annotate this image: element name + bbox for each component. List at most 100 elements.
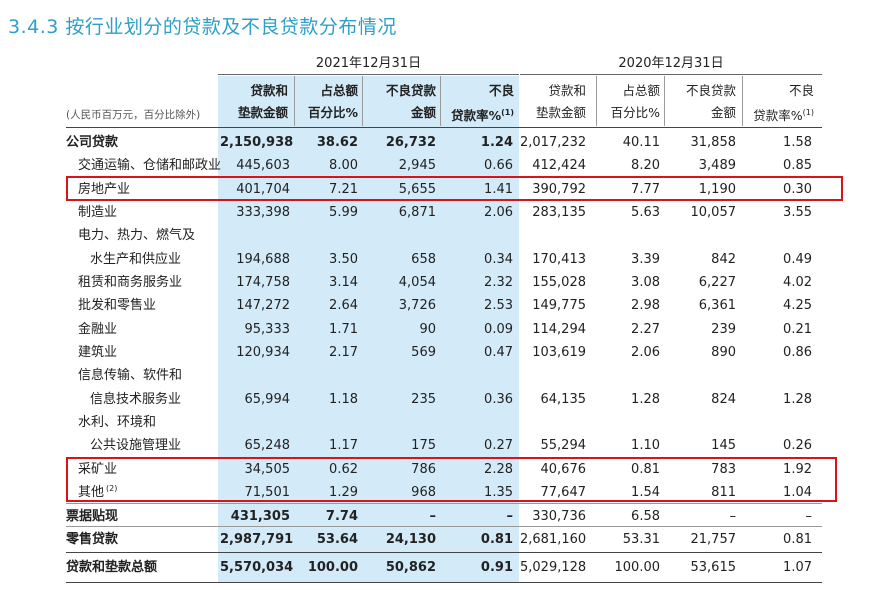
cell-value: 0.26: [783, 438, 812, 453]
row-label: 票据贴现: [66, 508, 119, 524]
header-loan-amount-2021: 贷款和 垫款金额: [237, 83, 288, 120]
cell-value: 21,757: [690, 531, 737, 547]
row-label: 信息传输、软件和: [78, 368, 183, 383]
total-rule: [66, 552, 822, 553]
cell-value: 149,775: [532, 298, 586, 313]
cell-value: 77,647: [540, 485, 587, 500]
header-divider: [742, 76, 743, 126]
cell-value: 34,505: [244, 461, 291, 477]
cell-value: 53,615: [690, 560, 737, 575]
cell-value: 0.47: [484, 345, 513, 360]
cell-value: 824: [711, 391, 736, 407]
header-npl-ratio-2021: 不良 贷款率%(1): [451, 83, 514, 124]
cell-value: 65,994: [244, 391, 291, 407]
cell-value: 786: [411, 461, 436, 477]
cell-value: 0.91: [480, 560, 513, 575]
cell-value: 155,028: [532, 275, 586, 290]
cell-value: 2,017,232: [520, 135, 587, 150]
cell-value: 842: [711, 251, 736, 267]
cell-value: 5,655: [398, 181, 436, 197]
cell-value: –: [729, 508, 737, 524]
year-current: 2021年12月31日: [315, 56, 422, 71]
row-label: 零售贷款: [66, 531, 119, 547]
cell-value: 3.14: [329, 275, 358, 290]
table-row: 贷款和垫款总额 5,570,034 100.00 50,862 0.91 5,029,12…: [0, 556, 880, 579]
table-row: 信息技术服务业 65,994 1.18 235 0.36 64,135 1.28 824 1.2…: [0, 388, 880, 411]
year-current-rule: [218, 74, 519, 75]
cell-value: 0.34: [484, 251, 513, 267]
highlight-column-band: [218, 76, 519, 583]
cell-value: 1.07: [783, 560, 812, 575]
cell-value: 1.28: [631, 391, 660, 407]
cell-value: 1.35: [484, 485, 513, 500]
cell-value: 6.58: [631, 508, 660, 524]
cell-value: 0.62: [329, 461, 358, 477]
cell-value: 64,135: [540, 391, 587, 407]
header-divider: [664, 76, 665, 126]
table-row: 零售贷款 2,987,791 53.64 24,130 0.81 2,681,160 53.…: [0, 528, 880, 551]
cell-value: 412,424: [532, 158, 586, 173]
row-label: 电力、热力、燃气及: [78, 228, 196, 243]
header-divider: [596, 76, 597, 126]
row-label: 公司贷款: [66, 135, 119, 150]
row-label-footnote: (2): [106, 484, 118, 493]
highlight-box-mining-other: [66, 457, 837, 502]
cell-value: 283,135: [532, 205, 586, 220]
cell-value: 6,227: [698, 275, 736, 290]
header-share-2021: 占总额 百分比%: [307, 83, 358, 120]
cell-value: 2.06: [484, 205, 513, 220]
cell-value: 31,858: [690, 135, 737, 150]
cell-value: 2.28: [484, 461, 513, 477]
cell-value: 3,726: [398, 298, 436, 313]
row-label: 批发和零售业: [78, 298, 157, 313]
cell-value: 53.64: [316, 531, 358, 547]
row-label: 公共设施管理业: [90, 438, 182, 453]
cell-value: 1.04: [783, 485, 812, 500]
cell-value: 3,489: [698, 158, 736, 173]
table-row: 公司贷款 2,150,938 38.62 26,732 1.24 2,017,232 40.…: [0, 131, 880, 154]
cell-value: 0.30: [783, 181, 812, 197]
cell-value: 2,945: [398, 158, 436, 173]
cell-value: 1,190: [698, 181, 736, 197]
table-row: 租赁和商务服务业 174,758 3.14 4,054 2.32 155,028 3.08 6…: [0, 271, 880, 294]
cell-value: –: [429, 508, 437, 524]
cell-value: 90: [419, 321, 436, 337]
header-rule: [66, 127, 822, 128]
cell-value: 1.28: [783, 391, 812, 407]
cell-value: 658: [411, 251, 436, 267]
table-row: 水生产和供应业 194,688 3.50 658 0.34 170,413 3.39 842 0…: [0, 248, 880, 271]
cell-value: 4.25: [783, 298, 812, 313]
table-row: 建筑业 120,934 2.17 569 0.47 103,619 2.06 890 0.86: [0, 341, 880, 364]
cell-value: 390,792: [532, 181, 586, 197]
table-row: 公共设施管理业 65,248 1.17 175 0.27 55,294 1.10 145 0.2…: [0, 434, 880, 457]
cell-value: 811: [711, 485, 736, 500]
table-row: 票据贴现 431,305 7.74 – – 330,736 6.58 – –: [0, 505, 880, 528]
cell-value: 24,130: [385, 531, 436, 547]
cell-value: 783: [711, 461, 736, 477]
table-row: 水利、环境和: [0, 411, 880, 434]
table-row: 采矿业 34,505 0.62 786 2.28 40,676 0.81 783 1.92: [0, 458, 880, 481]
cell-value: 1.18: [329, 391, 358, 407]
cell-value: 0.09: [484, 321, 513, 337]
cell-value: 5.99: [329, 205, 358, 220]
cell-value: 401,704: [236, 181, 290, 197]
cell-value: 2,150,938: [220, 135, 294, 150]
row-label: 制造业: [78, 205, 118, 220]
cell-value: 6,361: [698, 298, 736, 313]
year-previous: 2020年12月31日: [618, 56, 724, 71]
cell-value: –: [805, 508, 813, 524]
table-row: 信息传输、软件和: [0, 364, 880, 387]
cell-value: 175: [411, 438, 436, 453]
row-label: 房地产业: [78, 181, 131, 197]
cell-value: 235: [411, 391, 436, 407]
cell-value: 3.39: [631, 251, 660, 267]
cell-value: 5,029,128: [520, 560, 587, 575]
cell-value: 1.41: [484, 181, 513, 197]
cell-value: 3.55: [783, 205, 812, 220]
cell-value: 7.74: [325, 508, 358, 524]
cell-value: 330,736: [532, 508, 586, 524]
table-row: 制造业 333,398 5.99 6,871 2.06 283,135 5.63 10,057…: [0, 201, 880, 224]
cell-value: 1.29: [329, 485, 358, 500]
table-row: 房地产业 401,704 7.21 5,655 1.41 390,792 7.77 1,190…: [0, 178, 880, 201]
table-row: 其他 (2) 71,501 1.29 968 1.35 77,647 1.54 811 1.04: [0, 481, 880, 504]
